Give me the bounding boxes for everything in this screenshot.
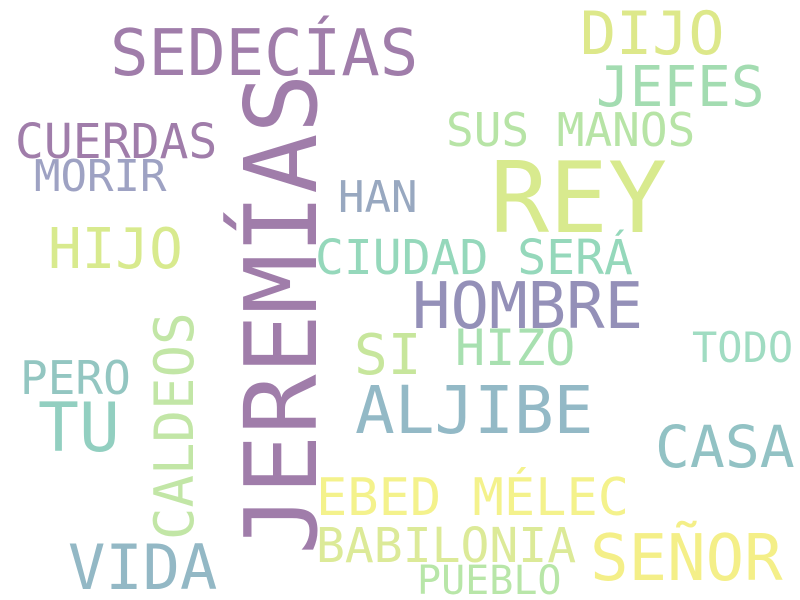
- word-ciudad-sera: CIUDAD SERÁ: [315, 230, 633, 286]
- word-si: SI: [354, 323, 422, 388]
- word-jefes: JEFES: [596, 55, 765, 120]
- word-sedecias: SEDECÍAS: [110, 17, 419, 91]
- word-ebed-melec: EBED MÉLEC: [316, 468, 630, 528]
- word-aljibe: ALJIBE: [355, 372, 594, 449]
- word-hijo: HIJO: [48, 217, 183, 282]
- word-hombre: HOMBRE: [412, 270, 644, 344]
- word-sus-manos: SUS MANOS: [446, 103, 696, 157]
- word-todo: TODO: [692, 323, 794, 372]
- word-rey: REY: [490, 142, 668, 256]
- word-senor: SEÑOR: [590, 522, 783, 596]
- word-vida: VIDA: [68, 531, 218, 600]
- word-morir: MORIR: [34, 151, 167, 202]
- word-dijo: DIJO: [580, 0, 725, 69]
- word-pero: PERO: [20, 351, 131, 405]
- word-casa: CASA: [655, 413, 795, 481]
- word-cuerdas: CUERDAS: [15, 114, 218, 170]
- word-babilonia: BABILONIA: [316, 518, 577, 574]
- word-han: HAN: [338, 172, 418, 223]
- word-pueblo: PUEBLO: [417, 558, 562, 600]
- word-tu: TU: [38, 389, 120, 468]
- word-hizo: HIZO: [455, 319, 576, 377]
- word-caldeos: CALDEOS: [143, 312, 206, 540]
